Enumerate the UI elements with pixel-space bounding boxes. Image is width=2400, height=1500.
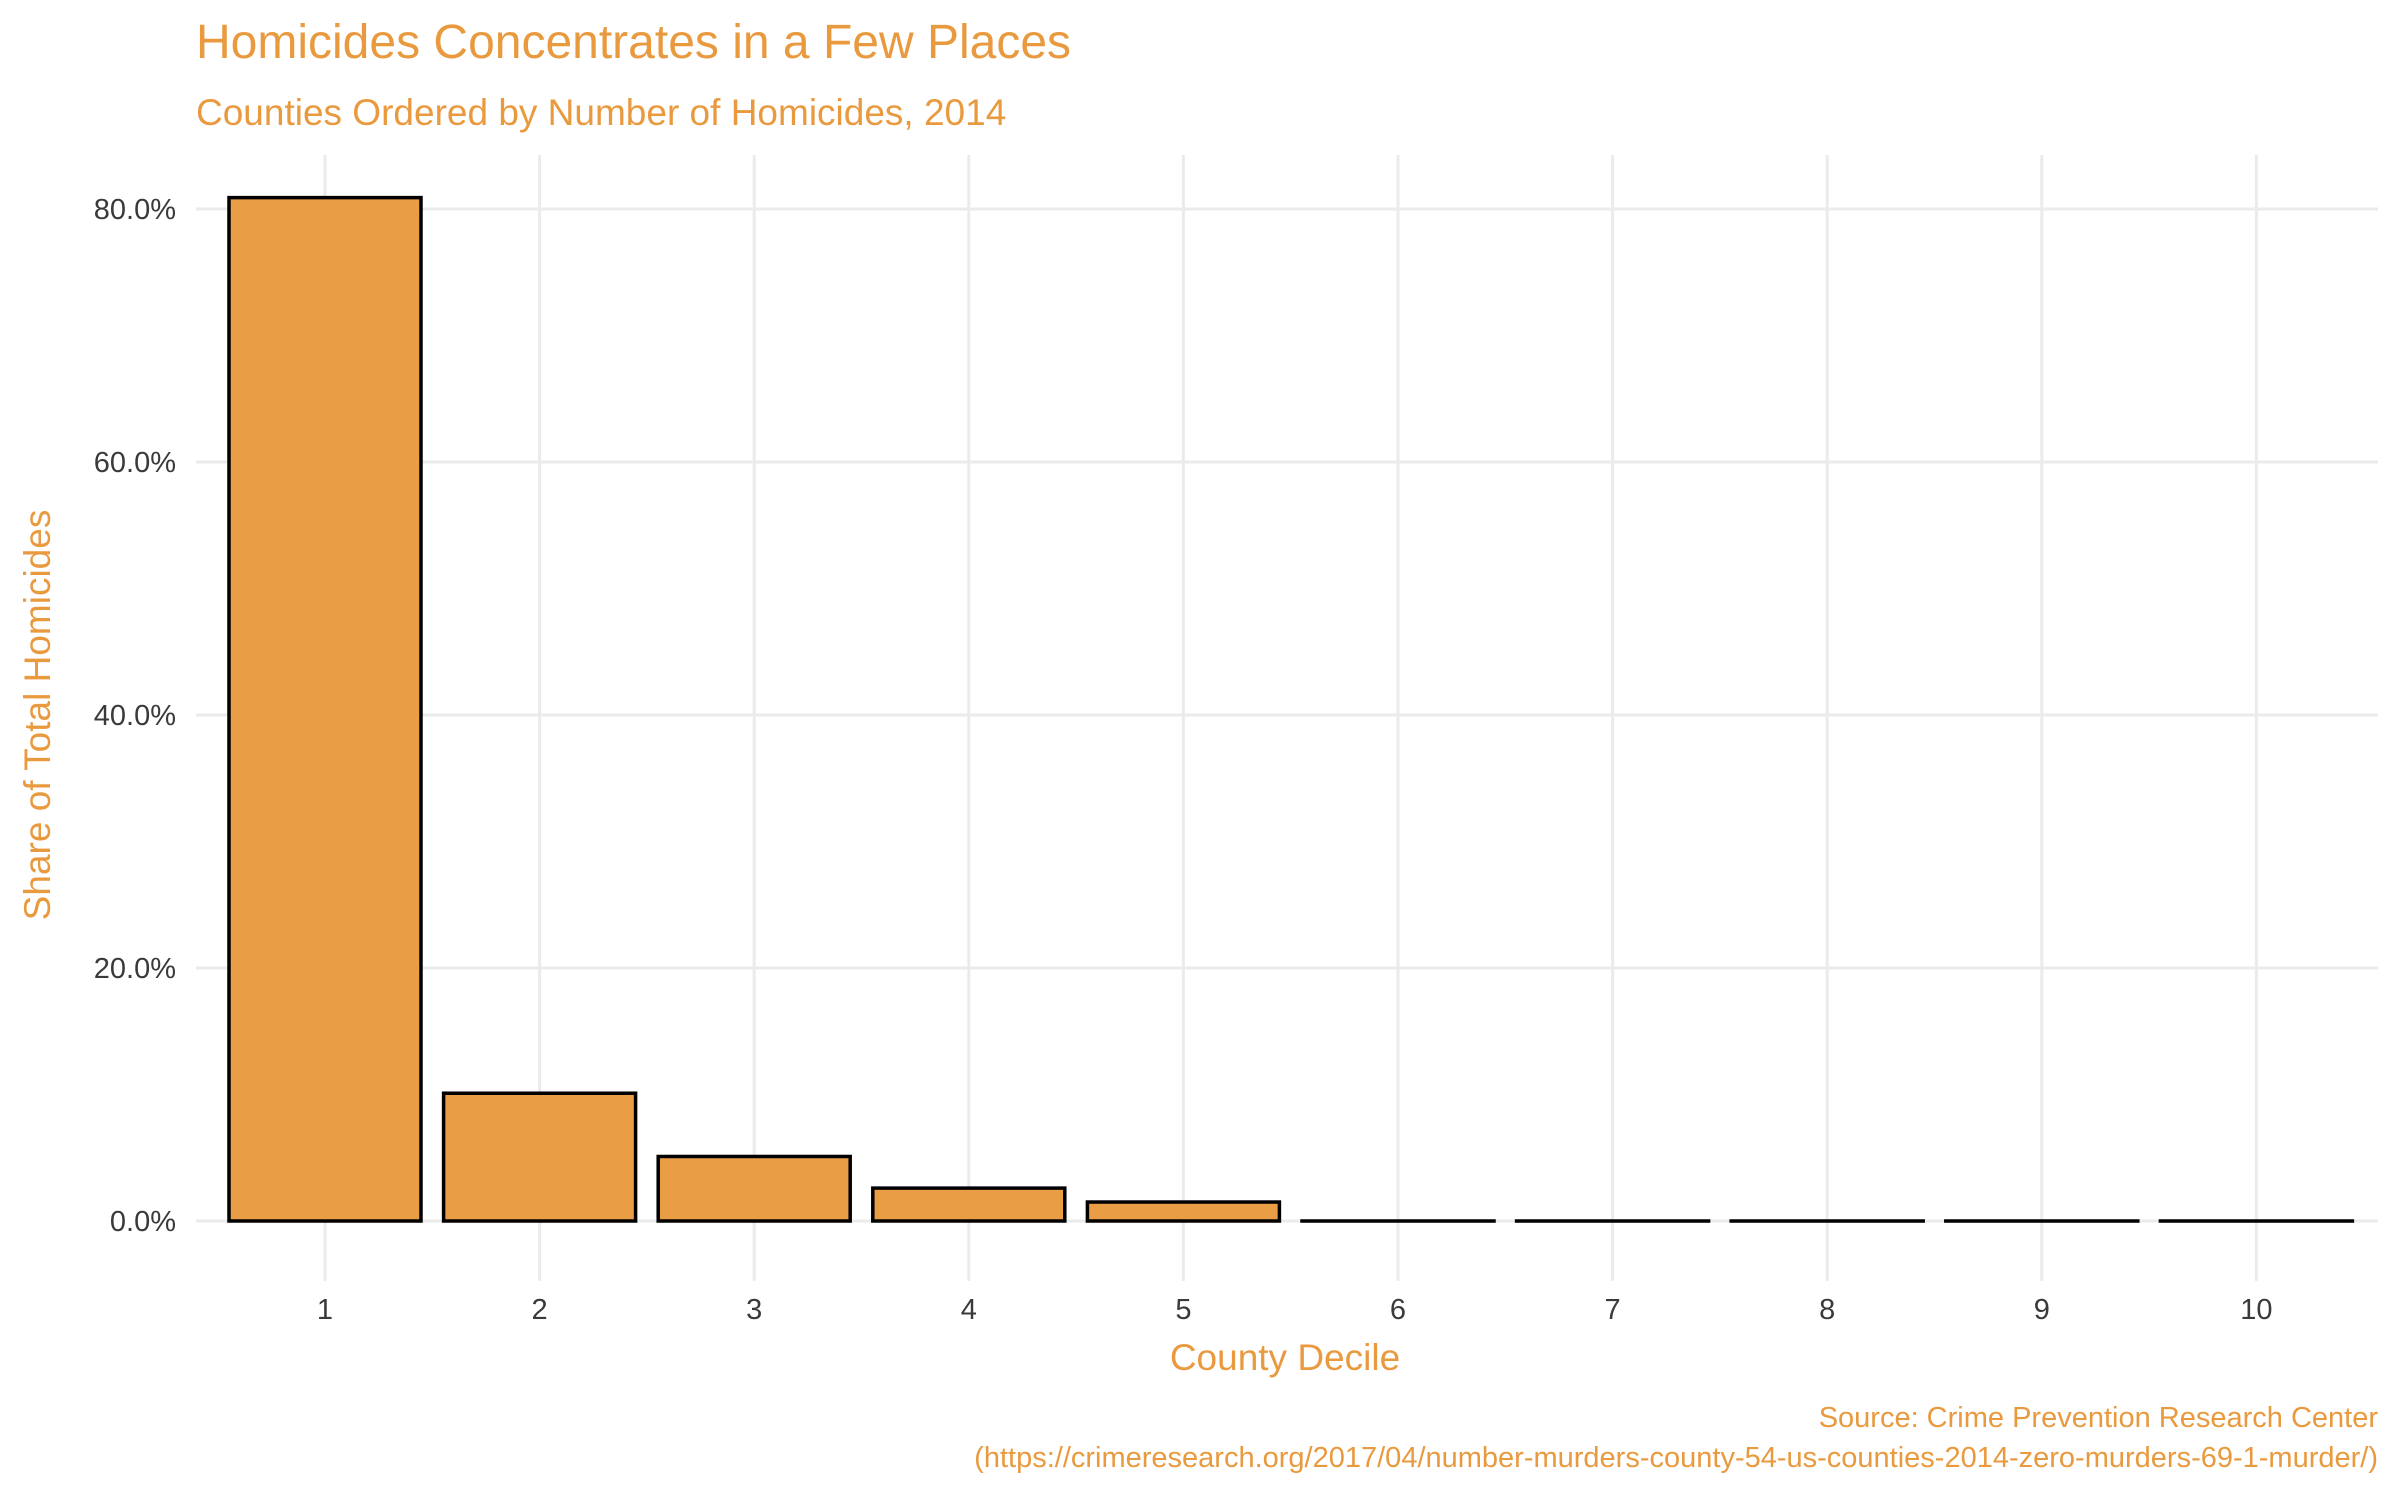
y-tick-label: 40.0% [94, 700, 176, 732]
y-axis-tick-labels: 0.0% 20.0% 40.0% 60.0% 80.0% [94, 194, 176, 1238]
chart-title: Homicides Concentrates in a Few Places [196, 16, 1071, 69]
x-axis-tick-labels: 1 2 3 4 5 6 7 8 9 10 [317, 1294, 2273, 1326]
x-axis-title: County Decile [1170, 1337, 1400, 1378]
y-axis-title: Share of Total Homicides [17, 510, 58, 921]
y-tick-label: 80.0% [94, 194, 176, 226]
x-tick-label: 4 [961, 1294, 977, 1326]
bar-decile-3 [656, 1154, 852, 1223]
x-tick-label: 7 [1605, 1294, 1621, 1326]
caption-source: Source: Crime Prevention Research Center [1819, 1402, 2379, 1434]
y-tick-label: 60.0% [94, 447, 176, 479]
y-tick-label: 0.0% [110, 1206, 176, 1238]
x-tick-label: 8 [1819, 1294, 1835, 1326]
caption-url: (https://crimeresearch.org/2017/04/numbe… [974, 1442, 2378, 1474]
x-tick-label: 9 [2034, 1294, 2050, 1326]
x-tick-label: 5 [1175, 1294, 1191, 1326]
bar-decile-4 [871, 1186, 1067, 1223]
y-tick-label: 20.0% [94, 953, 176, 985]
x-tick-label: 3 [746, 1294, 762, 1326]
bar-decile-5 [1085, 1200, 1282, 1223]
bars [227, 195, 2355, 1223]
bar-decile-2 [441, 1091, 638, 1223]
x-tick-label: 10 [2240, 1294, 2272, 1326]
x-tick-label: 1 [317, 1294, 333, 1326]
chart-subtitle: Counties Ordered by Number of Homicides,… [196, 92, 1006, 133]
x-tick-label: 6 [1390, 1294, 1406, 1326]
x-tick-label: 2 [532, 1294, 548, 1326]
bar-decile-1 [227, 195, 423, 1223]
